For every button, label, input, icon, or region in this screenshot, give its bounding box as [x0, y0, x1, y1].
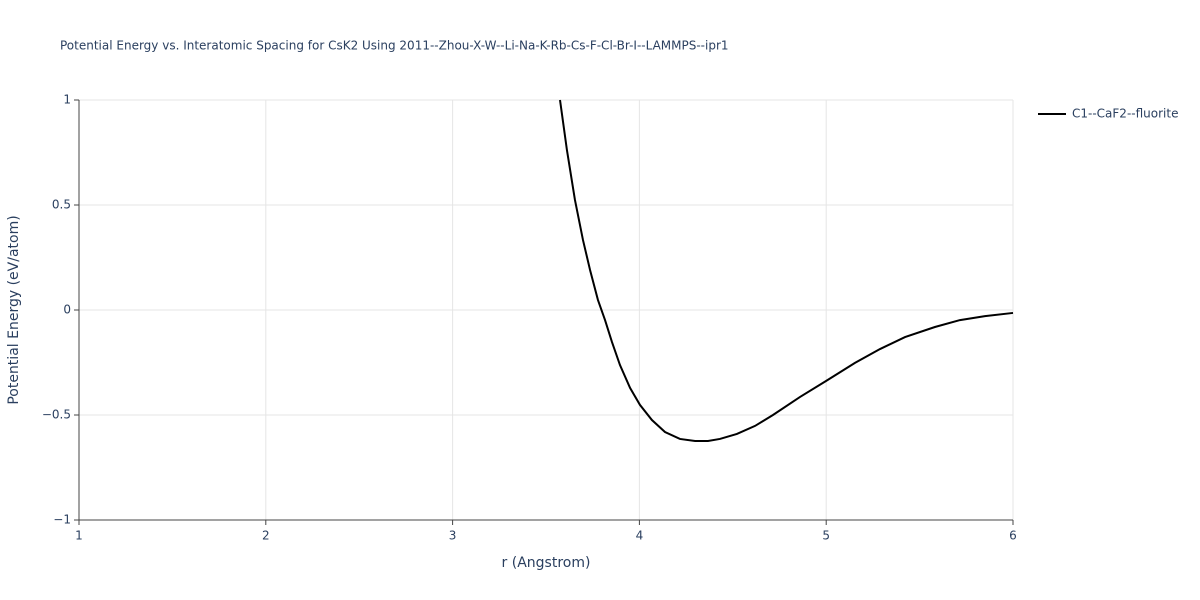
y-axis-title: Potential Energy (eV/atom)	[6, 215, 22, 404]
plot	[559, 99, 1014, 443]
y-tick-label: 1	[63, 93, 71, 107]
grid	[78, 99, 1014, 521]
chart-title: Potential Energy vs. Interatomic Spacing…	[60, 39, 729, 53]
x-tick-label: 6	[1009, 529, 1017, 543]
legend-label: C1--CaF2--fluorite	[1072, 107, 1178, 121]
x-tick-label: 5	[822, 529, 830, 543]
x-tick-label: 4	[636, 529, 644, 543]
x-tick-label: 1	[75, 529, 83, 543]
y-tick-label: 0.5	[52, 198, 71, 212]
y-tick-label: −0.5	[42, 408, 71, 422]
y-tick-label: 0	[63, 303, 71, 317]
x-axis-title: r (Angstrom)	[502, 555, 591, 571]
data-line	[559, 99, 1014, 443]
x-tick-label: 3	[449, 529, 457, 543]
y-tick-label: −1	[53, 513, 71, 527]
x-tick-label: 2	[262, 529, 270, 543]
